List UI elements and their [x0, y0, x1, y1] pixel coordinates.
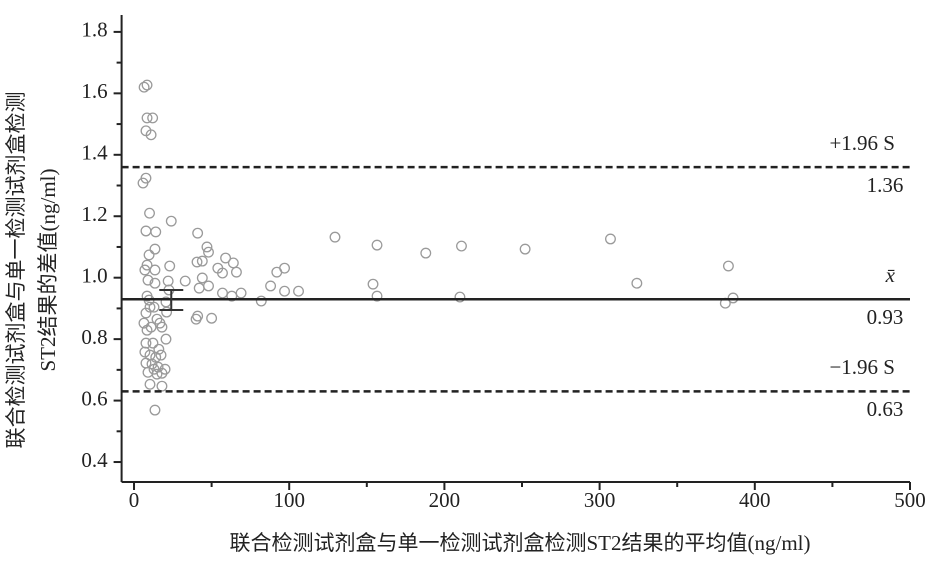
data-point — [722, 260, 734, 272]
data-point — [140, 307, 152, 319]
data-point — [227, 257, 239, 269]
data-point — [152, 361, 164, 373]
data-point — [149, 277, 161, 289]
data-point — [454, 291, 466, 303]
reference-value: 0.93 — [867, 305, 904, 329]
reference-label: +1.96 S — [829, 131, 895, 155]
data-point — [519, 243, 531, 255]
data-point — [149, 404, 161, 416]
data-point — [140, 225, 152, 237]
data-point — [149, 243, 161, 255]
data-point — [156, 367, 168, 379]
data-point — [265, 280, 277, 292]
data-point — [293, 285, 304, 297]
data-point — [179, 275, 191, 287]
data-point — [145, 129, 157, 141]
data-point — [371, 290, 383, 302]
data-point — [212, 262, 224, 274]
y-axis-label: ST2结果的差值(ng/ml) — [36, 168, 60, 371]
data-point — [217, 287, 228, 299]
data-point — [165, 215, 177, 227]
y-tick-label: 1.6 — [81, 79, 107, 103]
data-point — [147, 337, 159, 349]
data-point — [191, 256, 203, 268]
data-point — [155, 349, 167, 361]
data-point — [230, 266, 242, 278]
data-point — [138, 81, 150, 93]
x-tick-label: 200 — [429, 488, 461, 512]
data-point — [196, 272, 208, 284]
data-point — [193, 282, 205, 294]
data-point — [139, 346, 151, 358]
data-point — [192, 227, 204, 239]
data-point — [141, 259, 153, 271]
data-point — [605, 233, 616, 245]
data-point — [329, 231, 341, 243]
data-point — [160, 333, 172, 345]
data-point — [141, 324, 153, 336]
data-point — [190, 313, 202, 325]
reference-value: 0.63 — [867, 397, 904, 421]
data-point — [139, 264, 151, 276]
data-point — [206, 312, 218, 324]
x-tick-label: 300 — [584, 488, 616, 512]
x-tick-label: 100 — [273, 488, 305, 512]
data-point — [235, 287, 247, 299]
x-tick-label: 0 — [129, 488, 140, 512]
data-point — [367, 278, 379, 290]
data-point — [141, 79, 153, 91]
y-tick-label: 1.4 — [81, 141, 108, 165]
data-point — [164, 260, 176, 272]
y-tick-label: 0.4 — [81, 448, 108, 472]
data-point — [279, 285, 291, 297]
data-point — [271, 266, 283, 278]
data-point — [144, 207, 155, 219]
reference-value: 1.36 — [867, 173, 904, 197]
data-point — [149, 264, 161, 276]
data-point — [631, 277, 643, 289]
data-point — [420, 247, 432, 259]
y-tick-label: 0.8 — [81, 325, 107, 349]
data-point — [140, 357, 152, 369]
data-point — [456, 240, 467, 252]
data-point — [151, 368, 163, 380]
y-tick-label: 1.8 — [81, 18, 107, 42]
data-point — [143, 249, 155, 261]
data-point — [371, 239, 383, 251]
data-point — [147, 112, 159, 124]
data-point — [161, 306, 173, 318]
data-point — [201, 241, 213, 253]
data-point — [203, 246, 214, 258]
data-point — [140, 337, 152, 349]
data-point — [144, 378, 156, 390]
x-tick-label: 400 — [739, 488, 771, 512]
x-tick-label: 500 — [894, 488, 926, 512]
y-tick-label: 0.6 — [81, 386, 107, 410]
y-axis-label: 联合检测试剂盒与单一检测试剂盒检测 — [4, 92, 28, 449]
data-point — [255, 295, 267, 307]
data-point — [203, 280, 214, 292]
data-point — [156, 380, 168, 392]
data-point — [196, 255, 208, 267]
data-point — [156, 321, 168, 333]
reference-label: x̄ — [885, 263, 896, 287]
data-point — [142, 366, 154, 378]
data-point — [150, 226, 162, 238]
x-axis-label: 联合检测试剂盒与单一检测试剂盒检测ST2结果的平均值(ng/ml) — [230, 531, 811, 555]
data-point — [142, 274, 154, 286]
data-point — [220, 252, 232, 264]
data-point — [148, 301, 160, 313]
data-point — [137, 177, 149, 189]
data-point — [141, 112, 153, 124]
y-tick-label: 1.0 — [81, 264, 107, 288]
y-tick-label: 1.2 — [81, 202, 107, 226]
reference-label: −1.96 S — [829, 355, 895, 379]
data-point — [162, 275, 174, 287]
data-point — [226, 290, 238, 302]
